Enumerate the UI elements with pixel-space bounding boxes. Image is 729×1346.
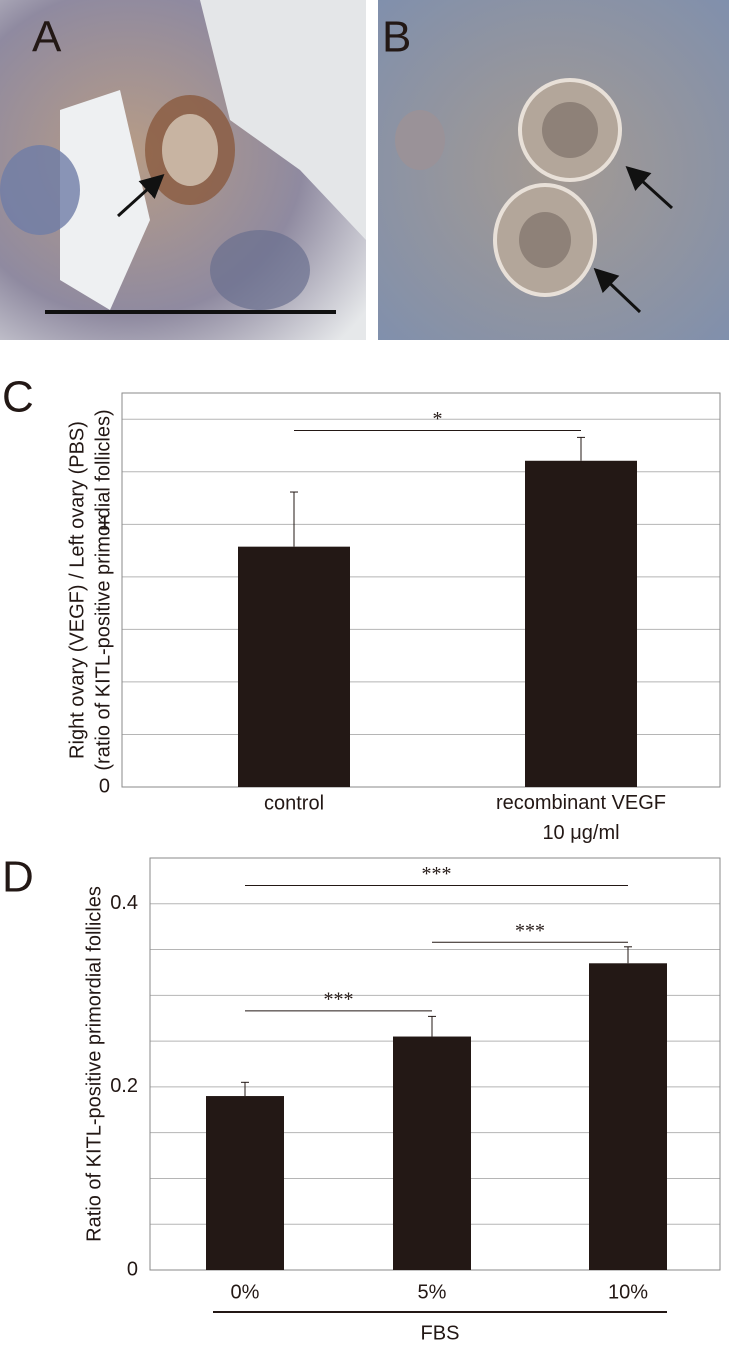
- x-tick-label: 10%: [608, 1281, 648, 1303]
- significance-label: ***: [422, 863, 452, 885]
- y-tick-label: 1: [99, 513, 110, 535]
- panel-label: D: [2, 853, 34, 902]
- bar: [206, 1096, 284, 1270]
- y-tick-label: 0.4: [110, 892, 138, 914]
- significance-label: ***: [515, 920, 545, 942]
- micrograph-b: [378, 0, 729, 340]
- y-axis-label: (ratio of KITL-positive primordial folli…: [92, 409, 114, 770]
- y-tick-label: 0: [127, 1258, 138, 1280]
- x-tick-label: 0%: [231, 1281, 260, 1303]
- x-tick-label: control: [264, 792, 324, 814]
- x-tick-label-line: 10 μg/ml: [542, 822, 619, 844]
- panel-label: B: [382, 13, 411, 62]
- significance-label: ***: [324, 988, 354, 1010]
- plot-frame: [121, 392, 721, 788]
- panel-label: A: [32, 13, 62, 62]
- bar: [238, 546, 350, 787]
- y-axis-label: Right ovary (VEGF) / Left ovary (PBS): [66, 421, 88, 759]
- bar: [393, 1036, 471, 1270]
- y-tick-label: 0: [99, 775, 110, 797]
- panel-label: C: [2, 373, 34, 422]
- x-tick-label: 5%: [418, 1281, 447, 1303]
- y-axis-label: Ratio of KITL-positive primordial follic…: [83, 886, 105, 1242]
- micrograph-a: [0, 0, 366, 340]
- bar: [525, 460, 637, 787]
- x-axis-label: FBS: [421, 1322, 460, 1344]
- x-tick-label: recombinant VEGF 10 μg/ml: [496, 792, 666, 844]
- x-tick-label-line: recombinant VEGF: [496, 792, 666, 814]
- significance-label: *: [433, 408, 443, 430]
- y-tick-label: 0.2: [110, 1075, 138, 1097]
- bar: [589, 963, 667, 1270]
